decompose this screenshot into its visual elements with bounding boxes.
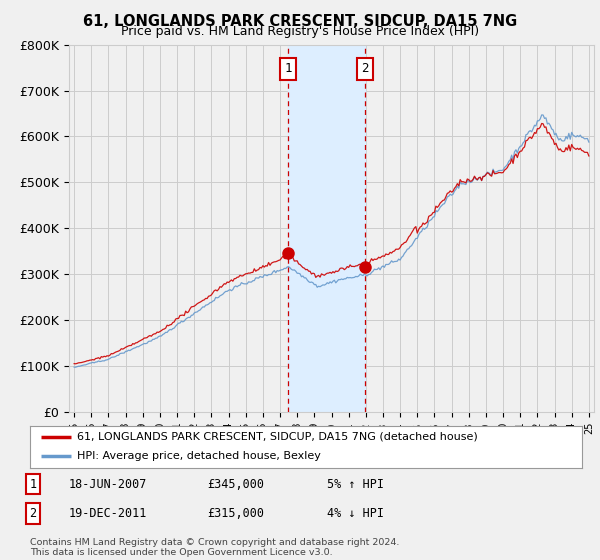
Text: HPI: Average price, detached house, Bexley: HPI: Average price, detached house, Bexl… <box>77 451 321 461</box>
Text: 2: 2 <box>29 507 37 520</box>
Text: 5% ↑ HPI: 5% ↑ HPI <box>327 478 384 491</box>
Text: 1: 1 <box>284 62 292 75</box>
Bar <box>288 45 365 412</box>
Text: Price paid vs. HM Land Registry's House Price Index (HPI): Price paid vs. HM Land Registry's House … <box>121 25 479 38</box>
Text: 4% ↓ HPI: 4% ↓ HPI <box>327 507 384 520</box>
Text: £345,000: £345,000 <box>207 478 264 491</box>
Text: 18-JUN-2007: 18-JUN-2007 <box>69 478 148 491</box>
Text: 61, LONGLANDS PARK CRESCENT, SIDCUP, DA15 7NG: 61, LONGLANDS PARK CRESCENT, SIDCUP, DA1… <box>83 14 517 29</box>
Text: 2: 2 <box>361 62 369 75</box>
Text: 1: 1 <box>29 478 37 491</box>
Text: Contains HM Land Registry data © Crown copyright and database right 2024.
This d: Contains HM Land Registry data © Crown c… <box>30 538 400 557</box>
Text: 61, LONGLANDS PARK CRESCENT, SIDCUP, DA15 7NG (detached house): 61, LONGLANDS PARK CRESCENT, SIDCUP, DA1… <box>77 432 478 442</box>
Text: £315,000: £315,000 <box>207 507 264 520</box>
Text: 19-DEC-2011: 19-DEC-2011 <box>69 507 148 520</box>
